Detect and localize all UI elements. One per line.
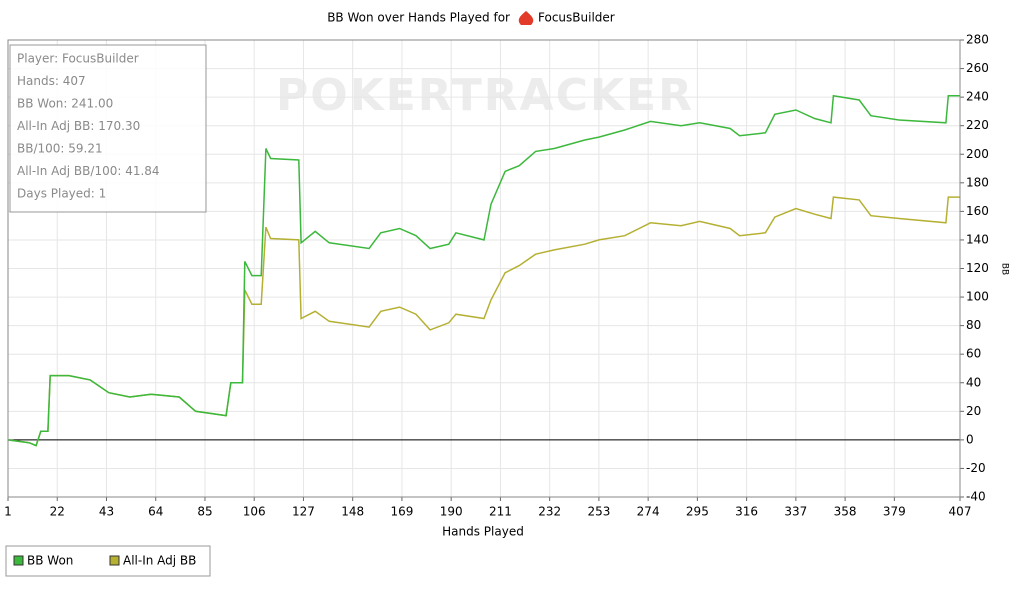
y-tick-label: 260: [966, 61, 989, 75]
x-tick-label: 337: [784, 505, 807, 519]
plot-frame: [7, 39, 961, 498]
info-line: BB/100: 59.21: [17, 142, 103, 156]
info-line: BB Won: 241.00: [17, 97, 113, 111]
series-line: [7, 94, 960, 447]
y-tick-label: 200: [966, 147, 989, 161]
x-tick-label: 169: [390, 505, 413, 519]
x-tick-label: 407: [949, 505, 972, 519]
y-tick-label: 180: [966, 175, 989, 189]
info-line: All-In Adj BB: 170.30: [17, 119, 140, 133]
x-tick-label: 1: [4, 505, 12, 519]
x-tick-label: 106: [243, 505, 266, 519]
y-axis-label: BB: [1000, 263, 1010, 275]
y-tick-label: 0: [966, 432, 974, 446]
x-tick-label: 316: [735, 505, 758, 519]
legend-label: All-In Adj BB: [123, 554, 196, 568]
info-line: All-In Adj BB/100: 41.84: [17, 164, 160, 178]
player-icon: [518, 11, 534, 25]
x-tick-label: 127: [292, 505, 315, 519]
x-tick-label: 358: [834, 505, 857, 519]
x-tick-label: 295: [686, 505, 709, 519]
legend-label: BB Won: [27, 554, 73, 568]
x-tick-label: 148: [341, 505, 364, 519]
x-tick-label: 190: [440, 505, 463, 519]
x-tick-label: 85: [197, 505, 212, 519]
y-tick-label: -40: [966, 490, 986, 504]
x-axis-label: Hands Played: [442, 525, 524, 539]
y-tick-label: 220: [966, 118, 989, 132]
y-tick-label: 40: [966, 375, 981, 389]
legend: [5, 545, 211, 577]
x-tick-label: 64: [148, 505, 163, 519]
y-tick-label: 60: [966, 347, 981, 361]
y-tick-label: 20: [966, 404, 981, 418]
watermark: POKERTRACKER: [276, 70, 694, 121]
series-line: [7, 196, 960, 447]
info-line: Hands: 407: [17, 74, 86, 88]
y-tick-label: -20: [966, 461, 986, 475]
legend-swatch: [109, 555, 120, 566]
chart-title-player: FocusBuilder: [538, 11, 615, 25]
info-line: Days Played: 1: [17, 187, 106, 201]
x-tick-label: 274: [637, 505, 660, 519]
x-tick-label: 379: [883, 505, 906, 519]
x-tick-label: 43: [99, 505, 114, 519]
x-tick-label: 232: [538, 505, 561, 519]
x-tick-label: 22: [50, 505, 65, 519]
y-tick-label: 80: [966, 318, 981, 332]
y-tick-label: 120: [966, 261, 989, 275]
info-line: Player: FocusBuilder: [17, 52, 139, 66]
chart-title: BB Won over Hands Played for: [327, 11, 510, 25]
info-box: [9, 44, 207, 213]
y-tick-label: 160: [966, 204, 989, 218]
x-tick-label: 211: [489, 505, 512, 519]
legend-swatch: [13, 555, 24, 566]
y-tick-label: 140: [966, 232, 989, 246]
y-tick-label: 240: [966, 90, 989, 104]
y-tick-label: 100: [966, 290, 989, 304]
x-tick-label: 253: [587, 505, 610, 519]
y-tick-label: 280: [966, 33, 989, 47]
